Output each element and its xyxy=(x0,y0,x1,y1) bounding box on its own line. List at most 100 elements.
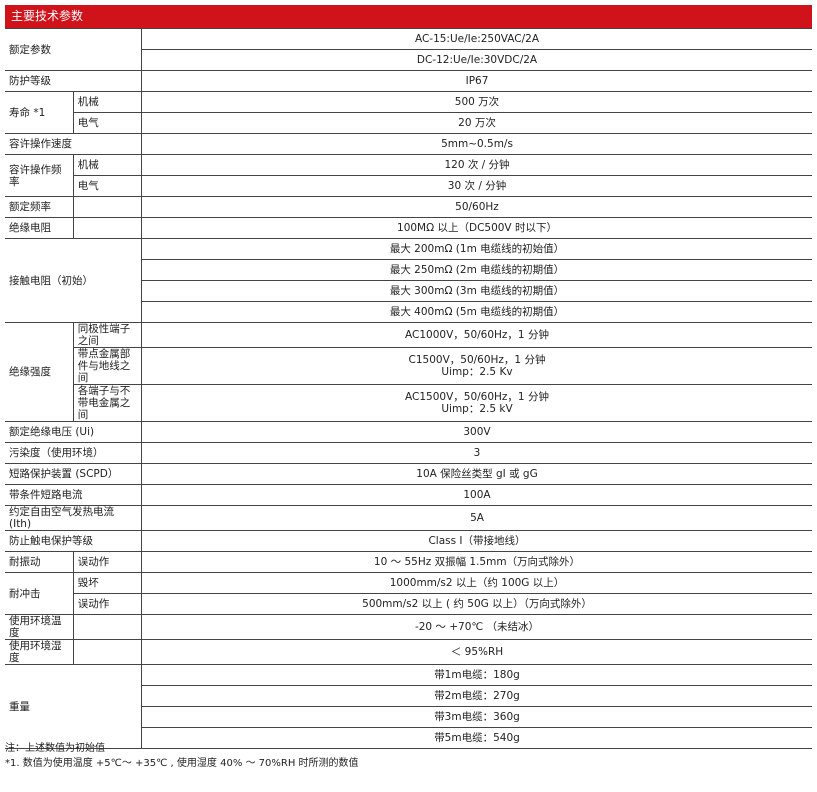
row-label: 污染度（使用环境） xyxy=(5,442,142,464)
row-value: 带3m电缆：360g xyxy=(141,706,812,728)
empty-cell xyxy=(72,196,142,218)
row-value: 最大 300mΩ (3m 电缆线的初期值） xyxy=(141,280,812,302)
empty-cell xyxy=(72,217,142,239)
note-line: 注：上述数值为初始值 xyxy=(5,743,105,754)
row-label: 防护等级 xyxy=(5,70,142,92)
row-value: 5mm~0.5m/s xyxy=(141,133,812,155)
row-label: 接触电阻（初始） xyxy=(5,238,142,323)
spec-table: 额定参数 AC-15:Ue/Ie:250VAC/2A DC-12:Ue/Ie:30… xyxy=(5,28,812,749)
table-row: 耐振动 误动作 10 ～ 55Hz 双振幅 1.5mm（万向式除外） xyxy=(5,551,812,573)
row-label: 绝缘电阻 xyxy=(5,217,74,239)
table-row: 接触电阻（初始） 最大 200mΩ (1m 电缆线的初始值） xyxy=(5,238,812,323)
row-value: 10 ～ 55Hz 双振幅 1.5mm（万向式除外） xyxy=(141,551,812,573)
row-value: 带5m电缆：540g xyxy=(141,727,812,749)
table-row: 寿命 *1 机械 500 万次 xyxy=(5,91,812,134)
table-row: 误动作 500mm/s2 以上 ( 约 50G 以上）（万向式除外） xyxy=(5,593,812,615)
table-row: 电气 20 万次 xyxy=(5,112,812,134)
sub-label: 机械 xyxy=(72,91,142,113)
row-value: 30 次 / 分钟 xyxy=(141,175,812,197)
row-label: 带条件短路电流 xyxy=(5,484,142,506)
row-label: 约定自由空气发热电流 (Ith) xyxy=(5,505,142,531)
sub-label: 机械 xyxy=(72,154,142,176)
row-label: 重量 xyxy=(5,664,142,749)
value-line: AC1500V，50/60Hz，1 分钟 xyxy=(405,391,549,403)
row-value: 10A 保险丝类型 gI 或 gG xyxy=(141,463,812,485)
table-row: 短路保护装置 (SCPD） 10A 保险丝类型 gI 或 gG xyxy=(5,463,812,485)
note-line: *1. 数值为使用温度 +5℃～ +35℃ , 使用湿度 40% ～ 70%RH… xyxy=(5,758,359,769)
table-row: 带5m电缆：540g xyxy=(5,727,812,749)
sub-label: 同极性端子之间 xyxy=(72,322,142,348)
sub-label: 各端子与不带电金属之间 xyxy=(72,384,142,422)
row-label: 耐振动 xyxy=(5,551,74,573)
row-value: 300V xyxy=(141,421,812,443)
table-row: 绝缘电阻 100MΩ 以上（DC500V 时以下） xyxy=(5,217,812,239)
row-label: 使用环境温度 xyxy=(5,614,74,640)
row-label: 寿命 *1 xyxy=(5,91,74,134)
table-row: 额定绝缘电压 (Ui) 300V xyxy=(5,421,812,443)
row-value: 100A xyxy=(141,484,812,506)
row-label: 耐冲击 xyxy=(5,572,74,615)
row-value: 1000mm/s2 以上（约 100G 以上） xyxy=(141,572,812,594)
sub-label: 误动作 xyxy=(72,551,142,573)
table-row: 带条件短路电流 100A xyxy=(5,484,812,506)
table-row: 绝缘强度 同极性端子之间 AC1000V，50/60Hz，1 分钟 xyxy=(5,322,812,422)
row-label: 短路保护装置 (SCPD） xyxy=(5,463,142,485)
row-label: 防止触电保护等级 xyxy=(5,530,142,552)
sub-label: 带点金属部件与地线之间 xyxy=(72,347,142,385)
table-row: 使用环境湿度 ＜ 95%RH xyxy=(5,639,812,665)
table-row: 约定自由空气发热电流 (Ith) 5A xyxy=(5,505,812,531)
row-label: 使用环境湿度 xyxy=(5,639,74,665)
table-row: 重量 带1m电缆：180g xyxy=(5,664,812,749)
row-label: 额定参数 xyxy=(5,28,142,71)
row-value: 最大 200mΩ (1m 电缆线的初始值） xyxy=(141,238,812,260)
table-row: 电气 30 次 / 分钟 xyxy=(5,175,812,197)
row-value: 带2m电缆：270g xyxy=(141,685,812,707)
table-row: 额定频率 50/60Hz xyxy=(5,196,812,218)
value-line: Uimp：2.5 kV xyxy=(441,403,513,415)
row-value: 5A xyxy=(141,505,812,531)
table-row: 耐冲击 毁坏 1000mm/s2 以上（约 100G 以上） xyxy=(5,572,812,615)
row-value: AC1500V，50/60Hz，1 分钟 Uimp：2.5 kV xyxy=(141,384,812,422)
table-row: 防护等级 IP67 xyxy=(5,70,812,92)
sub-label: 电气 xyxy=(72,175,142,197)
sub-label: 毁坏 xyxy=(72,572,142,594)
row-value: 最大 400mΩ (5m 电缆线的初期值） xyxy=(141,301,812,323)
empty-cell xyxy=(72,614,142,640)
table-row: 容许操作频率 机械 120 次 / 分钟 xyxy=(5,154,812,197)
row-value: -20 ～ +70℃ （未结冰） xyxy=(141,614,812,640)
table-row: 带3m电缆：360g xyxy=(5,706,812,728)
empty-cell xyxy=(72,639,142,665)
row-value: 带1m电缆：180g xyxy=(141,664,812,686)
row-value: IP67 xyxy=(141,70,812,92)
row-value: 100MΩ 以上（DC500V 时以下） xyxy=(141,217,812,239)
table-row: 各端子与不带电金属之间 AC1500V，50/60Hz，1 分钟 Uimp：2.5 … xyxy=(5,384,812,422)
table-row: 污染度（使用环境） 3 xyxy=(5,442,812,464)
row-value: C1500V，50/60Hz，1 分钟 Uimp：2.5 Kv xyxy=(141,347,812,385)
row-value: 最大 250mΩ (2m 电缆线的初期值） xyxy=(141,259,812,281)
row-value: ＜ 95%RH xyxy=(141,639,812,665)
table-row: 容许操作速度 5mm~0.5m/s xyxy=(5,133,812,155)
row-value: Class I（带接地线） xyxy=(141,530,812,552)
sub-label: 电气 xyxy=(72,112,142,134)
table-row: 带点金属部件与地线之间 C1500V，50/60Hz，1 分钟 Uimp：2.5 K… xyxy=(5,347,812,385)
row-value: DC-12:Ue/Ie:30VDC/2A xyxy=(141,49,812,71)
row-label: 容许操作速度 xyxy=(5,133,142,155)
row-value: 120 次 / 分钟 xyxy=(141,154,812,176)
section-title: 主要技术参数 xyxy=(5,5,812,28)
table-row: 防止触电保护等级 Class I（带接地线） xyxy=(5,530,812,552)
row-value: 50/60Hz xyxy=(141,196,812,218)
row-label: 容许操作频率 xyxy=(5,154,74,197)
value-line: Uimp：2.5 Kv xyxy=(441,366,513,378)
row-value: 500 万次 xyxy=(141,91,812,113)
table-row: 使用环境温度 -20 ～ +70℃ （未结冰） xyxy=(5,614,812,640)
row-value: AC1000V，50/60Hz，1 分钟 xyxy=(141,322,812,348)
row-label: 绝缘强度 xyxy=(5,322,74,422)
value-line: C1500V，50/60Hz，1 分钟 xyxy=(408,354,546,366)
row-label: 额定绝缘电压 (Ui) xyxy=(5,421,142,443)
footnotes: 注：上述数值为初始值 *1. 数值为使用温度 +5℃～ +35℃ , 使用湿度 … xyxy=(5,741,359,771)
sub-label: 误动作 xyxy=(72,593,142,615)
row-value: 500mm/s2 以上 ( 约 50G 以上）（万向式除外） xyxy=(141,593,812,615)
table-row: 额定参数 AC-15:Ue/Ie:250VAC/2A xyxy=(5,28,812,71)
row-value: 20 万次 xyxy=(141,112,812,134)
row-value: AC-15:Ue/Ie:250VAC/2A xyxy=(141,28,812,50)
